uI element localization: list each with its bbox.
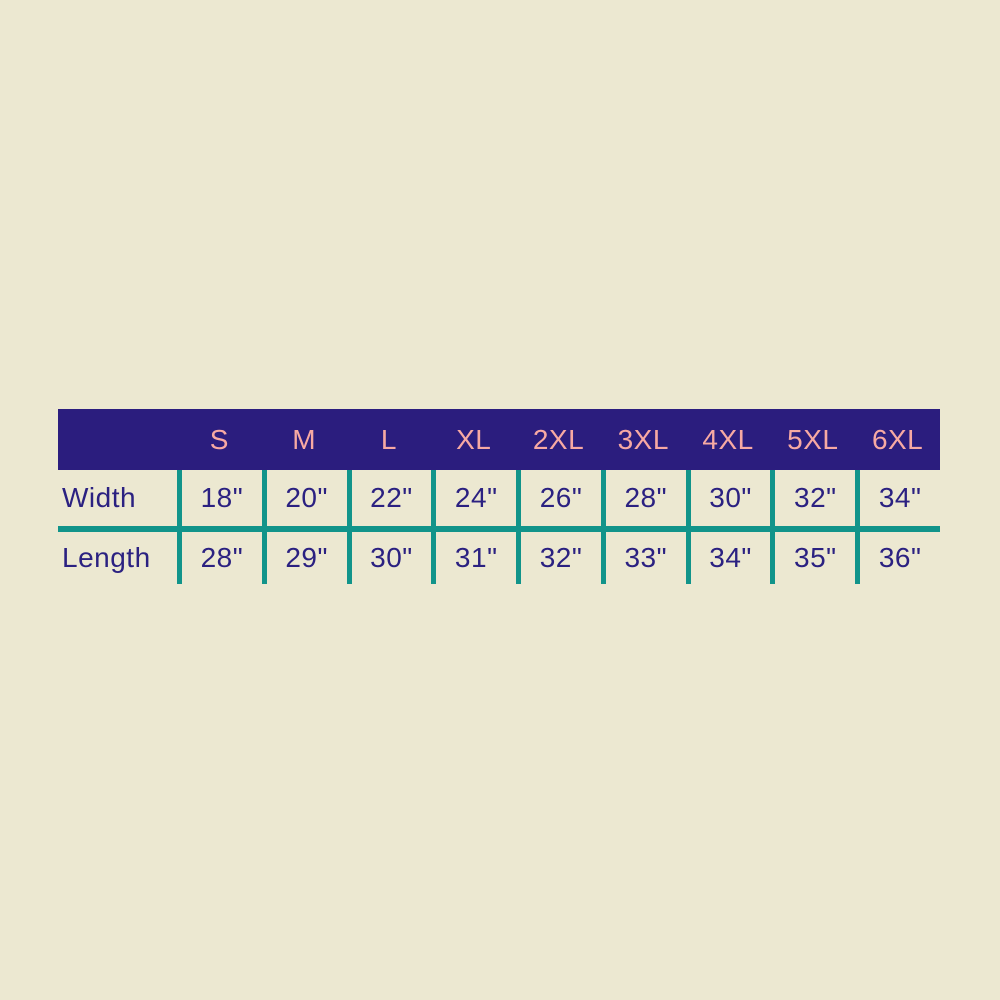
length-value-xl: 31" [431,526,517,584]
size-header-l: L [346,409,432,470]
size-header-2xl: 2XL [516,409,601,470]
size-chart-table: S M L XL 2XL 3XL 4XL 5XL 6XL Width 18" 2… [58,409,940,584]
length-value-5xl: 35" [770,526,856,584]
length-value-2xl: 32" [516,526,601,584]
length-value-s: 28" [177,526,262,584]
width-value-2xl: 26" [516,470,601,526]
size-header-5xl: 5XL [770,409,856,470]
width-value-3xl: 28" [600,470,686,526]
width-value-4xl: 30" [685,470,771,526]
width-value-l: 22" [346,470,432,526]
size-header-3xl: 3XL [600,409,686,470]
width-value-m: 20" [261,470,347,526]
size-header-s: S [177,409,262,470]
width-value-s: 18" [177,470,262,526]
header-corner-cell [58,409,177,470]
length-value-6xl: 36" [855,526,940,584]
size-header-m: M [261,409,347,470]
width-value-xl: 24" [431,470,516,526]
size-header-6xl: 6XL [855,409,940,470]
size-header-xl: XL [431,409,517,470]
length-value-l: 30" [346,526,432,584]
width-value-5xl: 32" [770,470,855,526]
size-header-4xl: 4XL [685,409,771,470]
width-value-6xl: 34" [855,470,940,526]
width-row-label: Width [62,482,137,513]
length-value-4xl: 34" [685,526,771,584]
length-row-label: Length [58,526,177,584]
length-value-3xl: 33" [600,526,686,584]
length-value-m: 29" [261,526,347,584]
